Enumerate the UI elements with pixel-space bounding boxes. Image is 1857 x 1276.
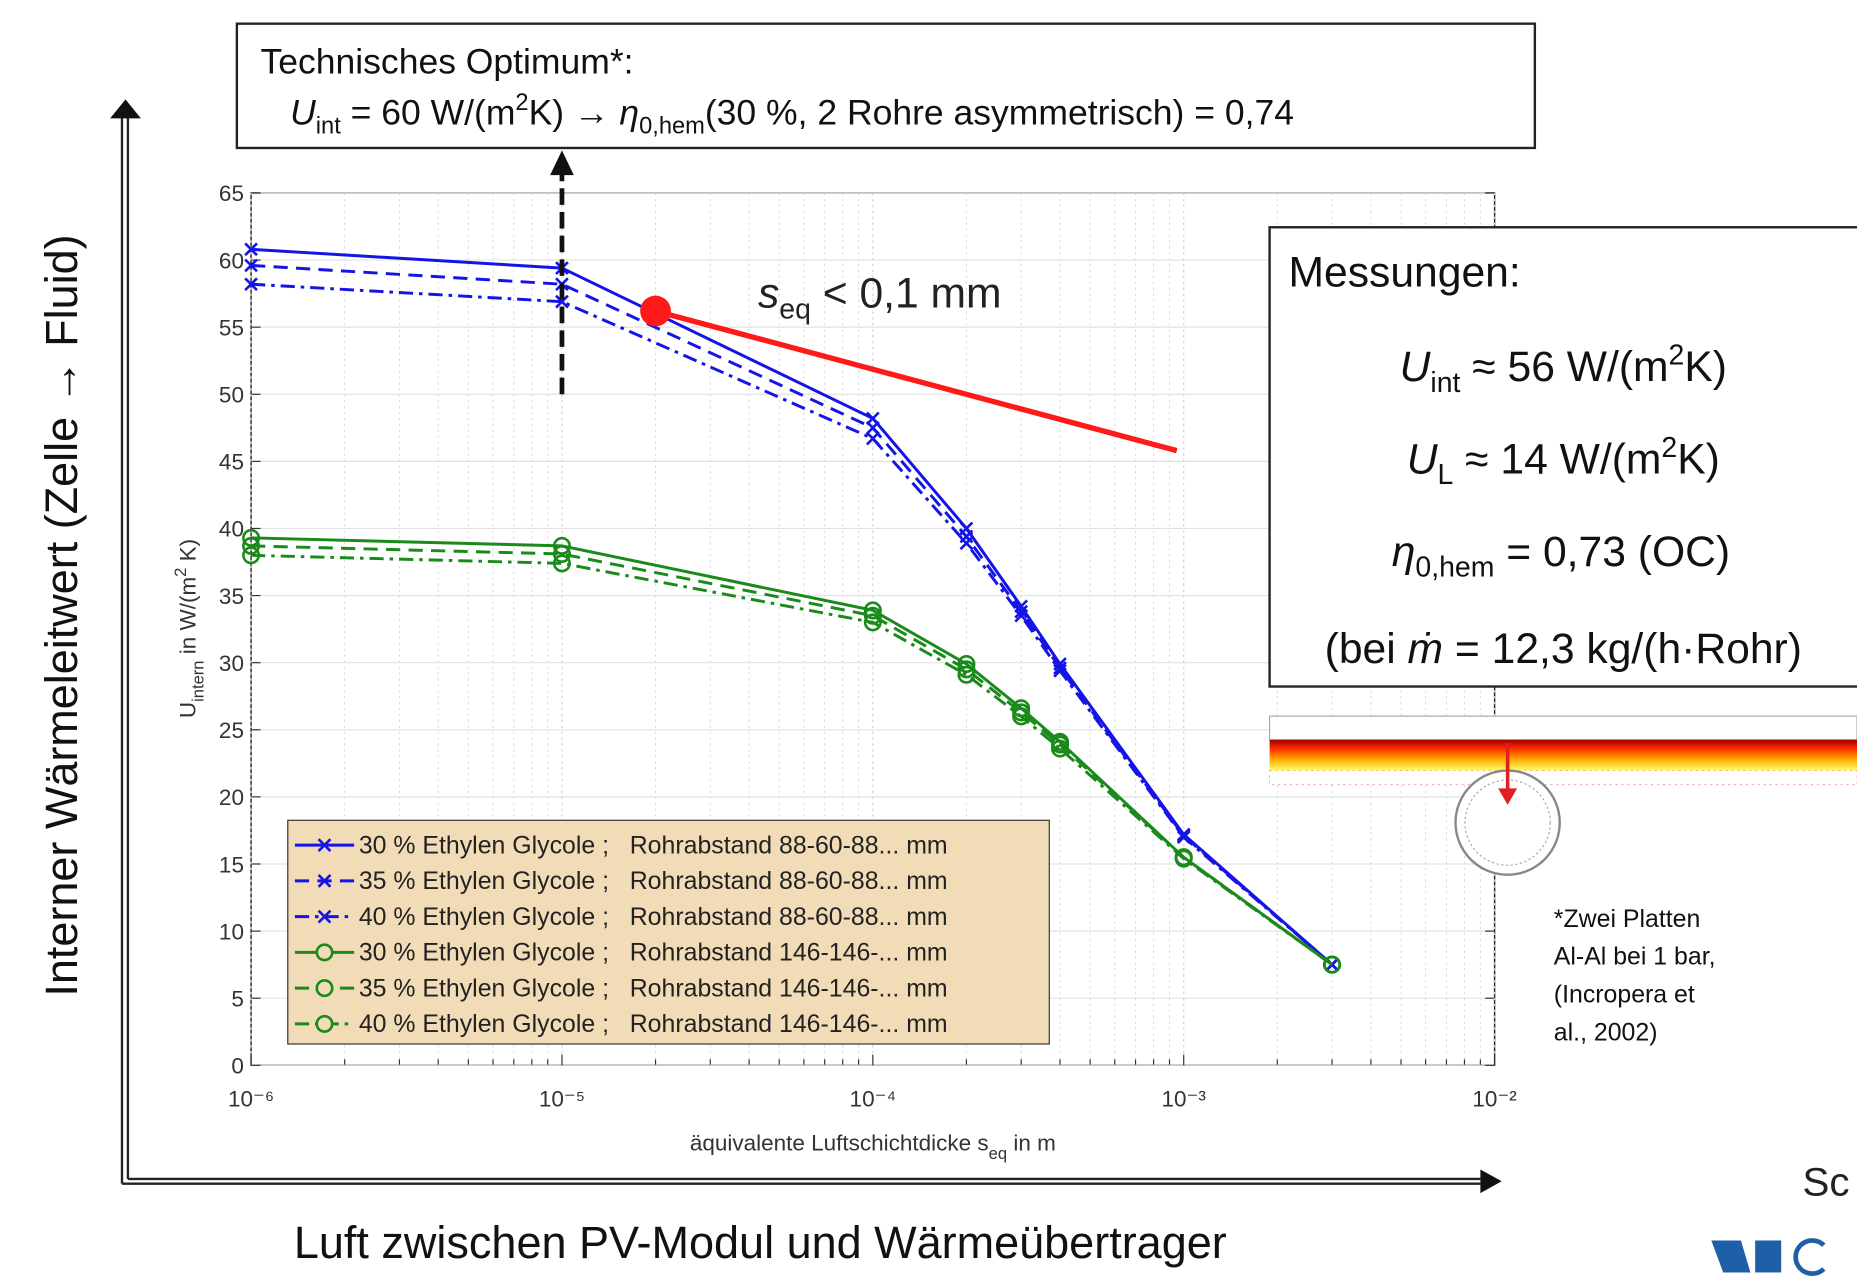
y-tick-label: 20 xyxy=(219,785,244,810)
x-tick-label: 10⁻³ xyxy=(1162,1087,1207,1112)
legend-marker xyxy=(317,945,332,960)
y-tick-label: 45 xyxy=(219,450,244,475)
footnote: *Zwei Platten xyxy=(1554,905,1701,933)
annotation-point xyxy=(640,296,671,327)
footnote: Al-Al bei 1 bar, xyxy=(1554,943,1716,971)
corner-text: Sc xyxy=(1803,1160,1850,1205)
legend-label: 30 % Ethylen Glycole ; Rohrabstand 88-60… xyxy=(359,831,948,859)
y-tick-label: 35 xyxy=(219,584,244,609)
legend-label: 40 % Ethylen Glycole ; Rohrabstand 146-1… xyxy=(359,1010,948,1038)
outer-x-label: Luft zwischen PV-Modul und Wärmeübertrag… xyxy=(294,1217,1227,1268)
legend-label: 35 % Ethylen Glycole ; Rohrabstand 88-60… xyxy=(359,867,948,895)
outer-y-label: Interner Wärmeleitwert (Zelle → Fluid) xyxy=(36,234,87,996)
x-tick-label: 10⁻⁵ xyxy=(539,1087,585,1112)
y-tick-label: 65 xyxy=(219,181,244,206)
legend-marker xyxy=(317,980,332,995)
y-tick-label: 15 xyxy=(219,852,244,877)
y-tick-label: 5 xyxy=(231,986,244,1011)
legend-label: 40 % Ethylen Glycole ; Rohrabstand 88-60… xyxy=(359,903,948,931)
y-tick-label: 60 xyxy=(219,248,244,273)
x-tick-label: 10⁻² xyxy=(1472,1087,1517,1112)
y-tick-label: 30 xyxy=(219,651,244,676)
measurement-title: Messungen: xyxy=(1289,248,1521,296)
measurement-line: (bei ṁ = 12,3 kg/(h·Rohr) xyxy=(1325,625,1802,673)
y-tick-label: 10 xyxy=(219,919,244,944)
x-tick-label: 10⁻⁴ xyxy=(850,1087,897,1112)
y-tick-label: 50 xyxy=(219,383,244,408)
chart: Interner Wärmeleitwert (Zelle → Fluid) L… xyxy=(0,0,1857,1276)
y-tick-label: 0 xyxy=(231,1054,244,1079)
legend-label: 30 % Ethylen Glycole ; Rohrabstand 146-1… xyxy=(359,939,948,967)
footnote: al., 2002) xyxy=(1554,1018,1658,1046)
x-tick-label: 10⁻⁶ xyxy=(228,1087,274,1112)
y-tick-label: 40 xyxy=(219,517,244,542)
legend-marker xyxy=(317,1016,332,1031)
legend-label: 35 % Ethylen Glycole ; Rohrabstand 146-1… xyxy=(359,974,948,1002)
y-tick-label: 55 xyxy=(219,315,244,340)
y-tick-label: 25 xyxy=(219,718,244,743)
footnote: (Incropera et xyxy=(1554,981,1695,1009)
optimum-title: Technisches Optimum*: xyxy=(261,41,634,81)
